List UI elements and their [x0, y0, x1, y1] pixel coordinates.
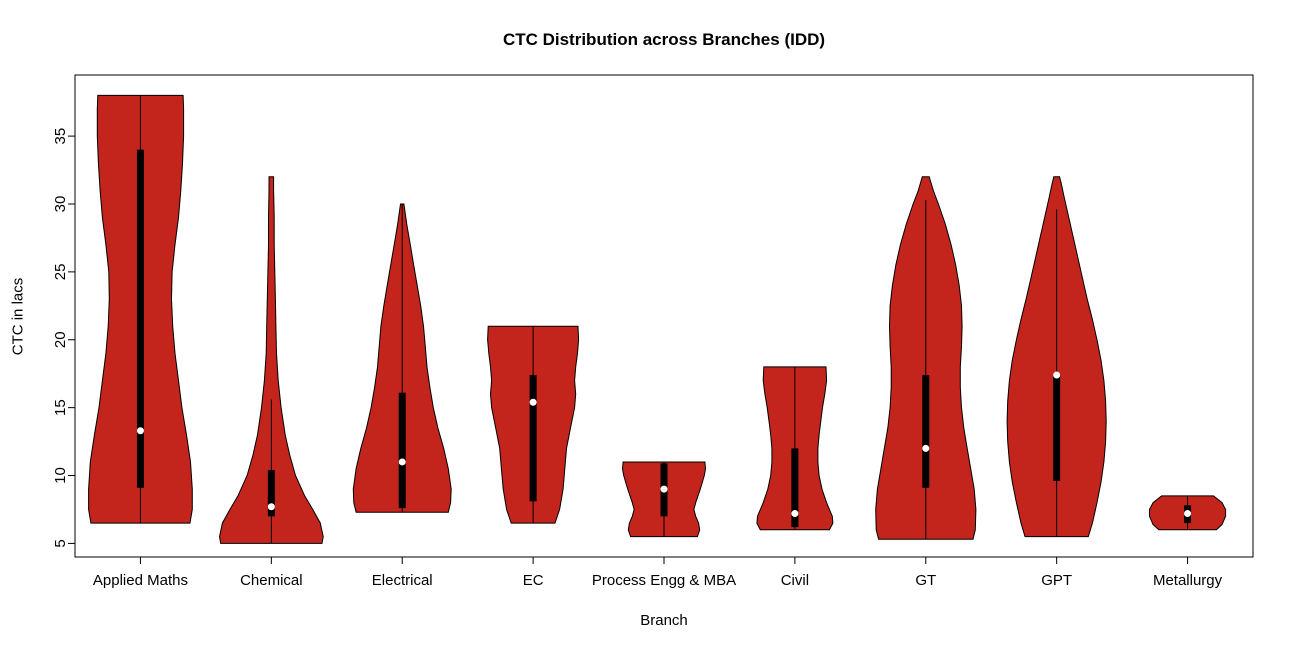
y-tick-label: 5 — [52, 539, 69, 547]
violin-median-dot-5 — [791, 510, 799, 518]
violin-box-6 — [922, 375, 930, 488]
chart-title: CTC Distribution across Branches (IDD) — [502, 30, 826, 49]
x-axis-label: Branch — [640, 612, 688, 629]
violin-box-2 — [398, 392, 406, 509]
y-tick-label: 30 — [52, 196, 69, 213]
violin-median-dot-4 — [660, 485, 668, 493]
x-tick-label: Chemical — [240, 572, 303, 589]
x-tick-label: GT — [915, 572, 936, 589]
violin-box-3 — [529, 375, 537, 502]
x-tick-label: EC — [523, 572, 544, 589]
violin-median-dot-8 — [1184, 510, 1192, 518]
violin-median-dot-3 — [529, 398, 537, 406]
violin-box-1 — [267, 470, 275, 517]
x-tick-label: GPT — [1041, 572, 1072, 589]
x-tick-label: Metallurgy — [1153, 572, 1223, 589]
violin-median-dot-6 — [922, 444, 930, 452]
violin-median-dot-1 — [267, 503, 275, 511]
y-tick-label: 20 — [52, 331, 69, 348]
x-tick-label: Civil — [781, 572, 809, 589]
y-tick-label: 25 — [52, 264, 69, 281]
violin-median-dot-7 — [1053, 371, 1061, 379]
violin-median-dot-0 — [136, 427, 144, 435]
y-tick-label: 10 — [52, 467, 69, 484]
x-tick-label: Process Engg & MBA — [592, 572, 736, 589]
y-axis-label: CTC in lacs — [9, 277, 27, 356]
x-tick-label: Applied Maths — [93, 572, 188, 589]
y-tick-label: 35 — [52, 128, 69, 145]
violin-box-7 — [1053, 373, 1061, 481]
violin-box-5 — [791, 448, 799, 528]
violin-median-dot-2 — [398, 458, 406, 466]
y-tick-label: 15 — [52, 399, 69, 416]
violin-box-0 — [136, 149, 144, 488]
x-tick-label: Electrical — [372, 572, 433, 589]
violin-shape-1 — [218, 176, 324, 544]
